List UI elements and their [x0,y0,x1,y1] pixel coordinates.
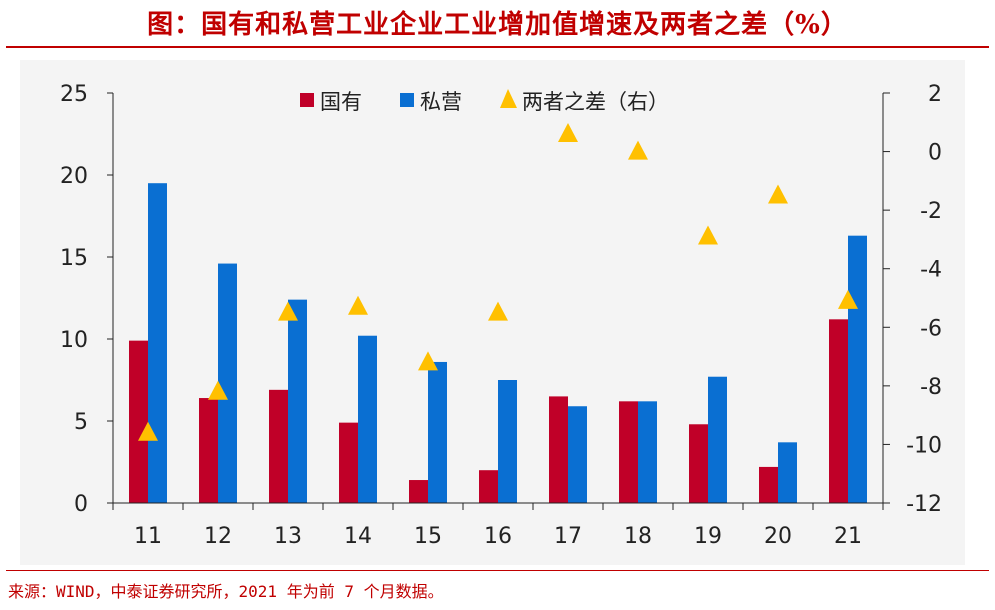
diff-marker-12 [208,380,228,400]
diff-marker-13 [278,301,298,321]
chart-legend: 国有 私营 两者之差（右） [300,89,669,114]
x-tick-label: 16 [484,524,512,549]
bar-private-15 [428,361,447,503]
y-tick-right-label: -4 [920,258,942,283]
bar-soe-19 [689,424,708,503]
diff-marker-18 [628,140,648,160]
legend-label-diff: 两者之差（右） [522,90,669,114]
legend-label-soe: 国有 [320,90,362,114]
diff-marker-21 [838,289,858,309]
x-tick-label: 17 [554,524,582,549]
markers-layer [138,123,858,441]
source-note: 来源：WIND，中泰证券研究所，2021 年为前 7 个月数据。 [8,582,444,601]
x-tick-label: 13 [274,524,302,549]
y-tick-left-label: 5 [74,410,88,435]
bar-soe-12 [199,398,218,503]
diff-marker-19 [698,225,718,245]
bar-private-19 [708,376,727,503]
bar-private-11 [148,183,167,503]
y-tick-right-label: -6 [920,316,942,341]
bar-private-14 [358,335,377,503]
y-tick-right-label: -12 [906,492,942,517]
legend-swatch-private [400,93,414,107]
y-tick-right-label: -8 [920,375,942,400]
x-tick-label: 21 [834,524,862,549]
diff-marker-17 [558,123,578,142]
y-tick-right-label: 2 [928,82,942,107]
bar-soe-13 [269,389,288,503]
diff-marker-20 [768,184,788,204]
bar-soe-11 [129,340,148,503]
y-tick-left-label: 15 [60,246,88,271]
bar-private-12 [218,263,237,503]
legend-swatch-diff [500,89,517,108]
x-tick-label: 18 [624,524,652,549]
y-tick-left-label: 25 [60,82,88,107]
bar-soe-16 [479,470,498,503]
x-tick-label: 15 [414,524,442,549]
y-tick-right-label: -10 [906,433,942,458]
diff-marker-16 [488,301,508,321]
footer-divider [6,570,989,571]
bar-private-18 [638,401,657,503]
bar-soe-21 [829,319,848,503]
legend-swatch-soe [300,93,314,107]
x-tick-label: 11 [134,524,162,549]
bar-soe-14 [339,422,358,503]
y-tick-left-label: 0 [74,492,88,517]
x-tick-label: 12 [204,524,232,549]
bar-private-20 [778,442,797,503]
bar-soe-18 [619,401,638,503]
title-divider [6,46,989,48]
diff-marker-15 [418,351,438,371]
y-tick-left-label: 10 [60,328,88,353]
bar-soe-15 [409,480,428,503]
bar-private-17 [568,406,587,503]
x-tick-label: 14 [344,524,372,549]
diff-marker-11 [138,421,158,441]
bars-layer [129,183,867,503]
legend-label-private: 私营 [420,90,462,114]
y-tick-right-label: 0 [928,141,942,166]
bar-soe-17 [549,396,568,503]
bar-private-21 [848,235,867,503]
chart-title: 图：国有和私营工业企业工业增加值增速及两者之差（%） [147,10,848,40]
diff-marker-14 [348,295,368,315]
y-tick-left-label: 20 [60,164,88,189]
bar-soe-20 [759,466,778,503]
bar-private-13 [288,299,307,503]
x-tick-label: 20 [764,524,792,549]
bar-private-16 [498,380,517,503]
x-tick-label: 19 [694,524,722,549]
y-tick-right-label: -2 [920,199,942,224]
